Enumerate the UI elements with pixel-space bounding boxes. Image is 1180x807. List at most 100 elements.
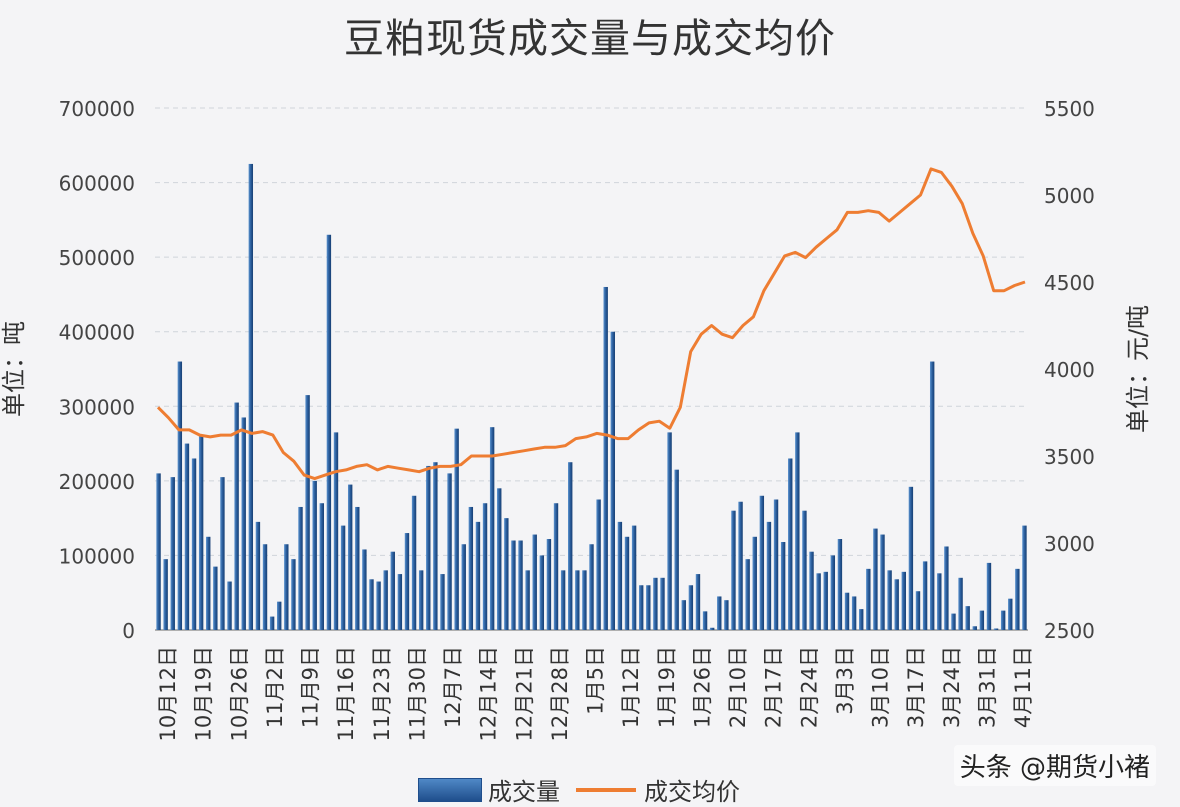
y-left-tick-label: 100000	[59, 544, 135, 568]
bar	[795, 432, 800, 630]
y-left-tick-label: 300000	[59, 395, 135, 419]
x-tick-label: 12月28日	[548, 646, 572, 741]
bar	[284, 544, 289, 630]
bar	[752, 536, 757, 630]
bar	[738, 501, 743, 630]
bar	[482, 503, 488, 630]
bar	[227, 581, 232, 630]
bar	[362, 549, 367, 630]
bar	[745, 559, 750, 630]
price-line	[156, 167, 1026, 481]
bar	[937, 573, 942, 630]
x-tick-label: 2月24日	[797, 646, 821, 728]
watermark: 头条 @期货小褚	[953, 745, 1156, 786]
bar	[206, 536, 211, 630]
bar	[766, 521, 772, 630]
bar	[993, 628, 999, 630]
bar	[709, 627, 715, 630]
bar	[553, 503, 559, 630]
bar	[440, 574, 445, 630]
y-left-tick-label: 700000	[59, 97, 135, 121]
bar	[262, 544, 268, 630]
bar	[788, 458, 793, 630]
x-tick-label: 10月12日	[156, 646, 180, 741]
y-left-tick-label: 600000	[59, 172, 135, 196]
x-tick-label: 12月7日	[441, 646, 465, 728]
bar	[539, 555, 545, 630]
x-tick-label: 4月11日	[1011, 646, 1035, 728]
x-tick-label: 1月19日	[655, 646, 679, 728]
chart-title: 豆粕现货成交量与成交均价	[344, 16, 836, 62]
bar	[958, 577, 963, 630]
y-left-tick-label: 0	[122, 619, 135, 643]
bar	[475, 521, 481, 630]
x-tick-label: 12月14日	[477, 646, 501, 741]
bar	[369, 579, 374, 630]
bar	[568, 462, 573, 630]
bar	[298, 506, 303, 630]
bar	[773, 499, 779, 630]
x-tick-label: 11月9日	[299, 646, 323, 728]
bar	[269, 616, 275, 630]
bar	[454, 428, 459, 630]
x-tick-label: 10月26日	[227, 646, 251, 741]
bar	[844, 592, 850, 630]
bar	[546, 539, 552, 630]
bar	[887, 570, 892, 630]
bar	[489, 427, 495, 630]
bar	[589, 544, 594, 630]
x-tick-label: 11月2日	[263, 646, 287, 728]
bar	[859, 609, 864, 630]
bar	[915, 591, 921, 630]
bar	[170, 477, 175, 630]
bar	[582, 570, 587, 630]
bar	[695, 574, 701, 630]
legend-item-volume: 成交量	[418, 772, 560, 807]
x-tick-label: 10月19日	[192, 646, 216, 741]
x-tick-label: 3月10日	[869, 646, 893, 728]
bar	[901, 571, 906, 630]
bar	[681, 600, 686, 630]
legend-swatch-avg-price	[576, 787, 636, 792]
y-left-axis-title: 单位：吨	[0, 321, 28, 417]
x-tick-label: 11月16日	[334, 646, 358, 741]
bar	[965, 606, 970, 630]
x-tick-label: 3月31日	[975, 646, 999, 728]
bar	[340, 525, 346, 630]
bar	[191, 458, 197, 630]
bar	[1022, 525, 1027, 630]
bar	[823, 571, 828, 630]
bar	[667, 432, 672, 630]
y-right-tick-label: 4500	[1044, 271, 1095, 295]
x-tick-label: 1月26日	[690, 646, 714, 728]
bar	[504, 518, 509, 630]
bar	[922, 561, 928, 630]
bar	[156, 473, 161, 630]
bar	[780, 542, 786, 630]
bar	[433, 462, 438, 630]
bar	[759, 495, 765, 630]
bar	[731, 510, 736, 630]
bar	[802, 510, 807, 630]
y-right-tick-label: 2500	[1044, 619, 1095, 643]
bar	[674, 469, 679, 630]
bar	[660, 577, 665, 630]
bar	[688, 585, 694, 630]
y-right-tick-label: 3000	[1044, 532, 1095, 556]
bar	[184, 443, 190, 630]
x-tick-label: 11月30日	[405, 646, 429, 741]
bar	[610, 331, 615, 630]
bar	[646, 585, 651, 630]
bar	[653, 577, 658, 630]
bar	[291, 559, 296, 630]
bar	[944, 546, 949, 630]
bar	[596, 499, 601, 630]
bar	[851, 596, 857, 630]
bar	[1000, 610, 1006, 630]
bar	[575, 570, 580, 630]
y-right-tick-label: 4000	[1044, 358, 1095, 382]
bar	[894, 579, 899, 630]
legend-swatch-volume	[418, 777, 482, 802]
